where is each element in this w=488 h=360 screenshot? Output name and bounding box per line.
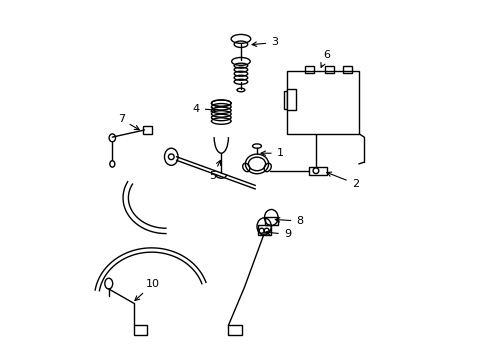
Bar	[324, 66, 333, 73]
Text: 10: 10	[135, 279, 160, 301]
Bar	[228, 325, 242, 336]
Text: 7: 7	[118, 114, 139, 130]
Bar	[342, 66, 351, 73]
Text: 3: 3	[251, 37, 278, 48]
Text: 1: 1	[261, 148, 283, 158]
Bar	[264, 217, 277, 225]
Bar	[258, 225, 270, 235]
Text: 4: 4	[192, 104, 215, 113]
Text: 6: 6	[320, 50, 329, 67]
Text: 9: 9	[265, 229, 290, 239]
Bar	[305, 66, 313, 73]
Text: 2: 2	[326, 172, 358, 189]
Text: 8: 8	[275, 216, 303, 226]
Bar	[283, 91, 294, 109]
Bar	[287, 89, 296, 111]
Bar	[287, 71, 358, 134]
Bar	[142, 126, 151, 134]
Bar	[134, 325, 147, 336]
Bar	[308, 167, 326, 175]
Text: 5: 5	[208, 160, 220, 181]
